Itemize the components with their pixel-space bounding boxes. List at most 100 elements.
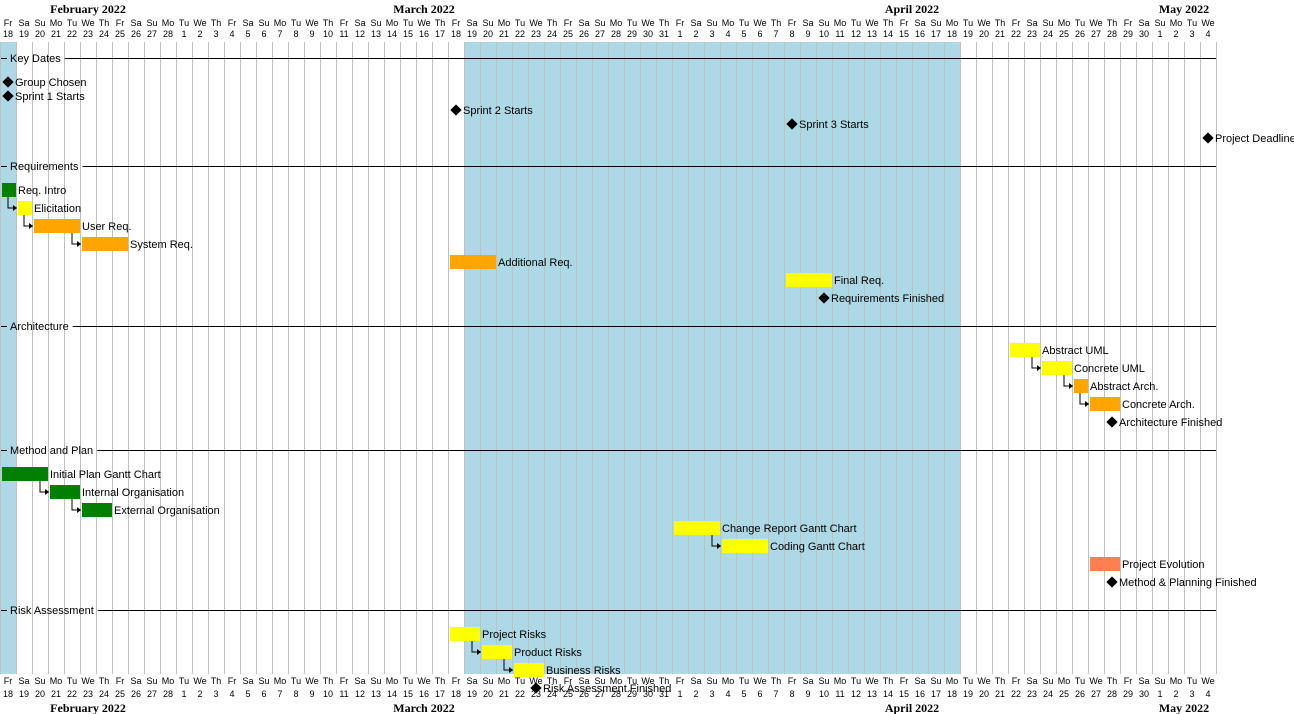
day-number-bottom: 13 xyxy=(867,689,877,699)
day-number-top: 2 xyxy=(197,29,202,39)
dependency-arrowhead xyxy=(477,649,481,655)
day-number-top: 6 xyxy=(757,29,762,39)
day-abbrev-top: Fr xyxy=(1012,18,1021,28)
task-bar xyxy=(1010,343,1040,357)
dependency-arrowhead xyxy=(717,543,721,549)
day-number-bottom: 12 xyxy=(851,689,861,699)
milestone-label: Requirements Finished xyxy=(831,293,944,305)
day-abbrev-bottom: We xyxy=(1089,676,1102,686)
day-abbrev-bottom: Th xyxy=(99,676,110,686)
dependency-arrowhead xyxy=(1037,365,1041,371)
task-bar xyxy=(514,663,544,677)
day-number-top: 19 xyxy=(467,29,477,39)
day-abbrev-bottom: Fr xyxy=(116,676,125,686)
day-number-bottom: 28 xyxy=(1107,689,1117,699)
day-number-bottom: 8 xyxy=(789,689,794,699)
day-abbrev-bottom: We xyxy=(977,676,990,686)
day-number-bottom: 19 xyxy=(19,689,29,699)
day-abbrev-top: Su xyxy=(34,18,45,28)
day-number-bottom: 24 xyxy=(1043,689,1053,699)
day-abbrev-top: Fr xyxy=(452,18,461,28)
day-number-top: 30 xyxy=(643,29,653,39)
day-number-bottom: 28 xyxy=(163,689,173,699)
day-abbrev-top: Su xyxy=(706,18,717,28)
day-number-bottom: 10 xyxy=(323,689,333,699)
day-number-bottom: 21 xyxy=(51,689,61,699)
task-bar xyxy=(1090,557,1120,571)
day-number-bottom: 4 xyxy=(725,689,730,699)
day-abbrev-top: We xyxy=(641,18,654,28)
day-number-top: 3 xyxy=(213,29,218,39)
day-abbrev-bottom: Su xyxy=(482,676,493,686)
day-abbrev-top: Th xyxy=(211,18,222,28)
day-abbrev-top: Tu xyxy=(1075,18,1085,28)
task-label: Abstract Arch. xyxy=(1090,381,1158,393)
day-number-top: 27 xyxy=(147,29,157,39)
day-number-bottom: 20 xyxy=(35,689,45,699)
day-number-bottom: 14 xyxy=(883,689,893,699)
day-number-bottom: 21 xyxy=(499,689,509,699)
day-number-bottom: 24 xyxy=(99,689,109,699)
day-number-bottom: 18 xyxy=(947,689,957,699)
day-abbrev-bottom: Sa xyxy=(690,676,701,686)
day-abbrev-bottom: Sa xyxy=(466,676,477,686)
day-abbrev-top: Mo xyxy=(610,18,623,28)
day-number-top: 31 xyxy=(659,29,669,39)
day-number-top: 5 xyxy=(245,29,250,39)
day-number-bottom: 20 xyxy=(979,689,989,699)
day-abbrev-top: Th xyxy=(435,18,446,28)
dependency-arrowhead xyxy=(77,241,81,247)
day-abbrev-bottom: Fr xyxy=(1124,676,1133,686)
day-abbrev-top: Tu xyxy=(739,18,749,28)
day-number-top: 20 xyxy=(483,29,493,39)
day-abbrev-top: Mo xyxy=(386,18,399,28)
day-abbrev-bottom: Th xyxy=(435,676,446,686)
month-label-bottom: April 2022 xyxy=(885,701,939,714)
day-number-bottom: 23 xyxy=(83,689,93,699)
day-abbrev-bottom: Sa xyxy=(1026,676,1037,686)
month-label-bottom: February 2022 xyxy=(50,701,126,714)
day-abbrev-top: Th xyxy=(547,18,558,28)
day-number-top: 25 xyxy=(115,29,125,39)
milestone-diamond xyxy=(1202,132,1214,144)
day-number-top: 14 xyxy=(387,29,397,39)
day-abbrev-top: Mo xyxy=(722,18,735,28)
day-number-bottom: 9 xyxy=(309,689,314,699)
day-number-bottom: 23 xyxy=(1027,689,1037,699)
day-number-bottom: 8 xyxy=(293,689,298,699)
day-number-bottom: 1 xyxy=(677,689,682,699)
day-number-bottom: 30 xyxy=(643,689,653,699)
day-number-top: 20 xyxy=(979,29,989,39)
dependency-arrowhead xyxy=(1069,383,1073,389)
day-number-top: 21 xyxy=(51,29,61,39)
day-number-top: 15 xyxy=(403,29,413,39)
milestone-diamond xyxy=(818,292,830,304)
day-abbrev-bottom: Mo xyxy=(50,676,63,686)
group-label: Risk Assessment xyxy=(10,605,94,617)
day-number-top: 27 xyxy=(595,29,605,39)
day-abbrev-top: Fr xyxy=(4,18,13,28)
day-number-bottom: 3 xyxy=(1189,689,1194,699)
day-abbrev-bottom: Th xyxy=(883,676,894,686)
day-abbrev-bottom: Mo xyxy=(946,676,959,686)
day-abbrev-bottom: Tu xyxy=(851,676,861,686)
day-abbrev-top: Mo xyxy=(1170,18,1183,28)
day-number-top: 18 xyxy=(3,29,13,39)
day-number-bottom: 20 xyxy=(483,689,493,699)
day-abbrev-top: We xyxy=(81,18,94,28)
day-number-bottom: 3 xyxy=(709,689,714,699)
day-number-bottom: 22 xyxy=(515,689,525,699)
day-abbrev-top: Su xyxy=(594,18,605,28)
day-abbrev-top: Sa xyxy=(354,18,365,28)
day-number-top: 29 xyxy=(627,29,637,39)
group-label: Method and Plan xyxy=(10,445,93,457)
day-abbrev-bottom: Tu xyxy=(67,676,77,686)
day-number-top: 10 xyxy=(819,29,829,39)
day-number-bottom: 31 xyxy=(659,689,669,699)
task-label: Additional Req. xyxy=(498,257,573,269)
day-abbrev-bottom: Tu xyxy=(403,676,413,686)
day-abbrev-top: Mo xyxy=(1058,18,1071,28)
day-abbrev-top: Sa xyxy=(578,18,589,28)
day-abbrev-top: Su xyxy=(1042,18,1053,28)
task-label: System Req. xyxy=(130,239,193,251)
